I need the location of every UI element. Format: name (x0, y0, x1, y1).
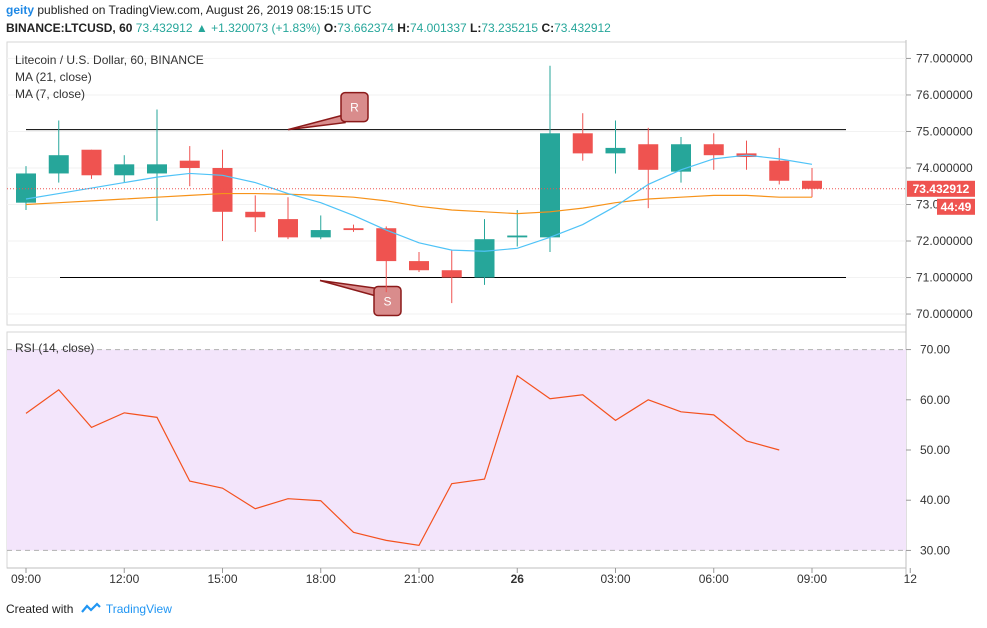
time-tick-label: 12:00 (109, 572, 139, 586)
candle-body-up (671, 144, 691, 172)
price-tick-label: 71.000000 (916, 271, 973, 285)
price-tick-label: 75.000000 (916, 124, 973, 138)
last-price-badge-label: 73.432912 (913, 182, 970, 196)
rsi-tick-label: 60.00 (920, 393, 950, 407)
support-callout-label: S (383, 295, 391, 309)
candle-body-down (802, 180, 822, 189)
time-tick-label: 12 (904, 572, 918, 586)
tradingview-logo-icon (80, 602, 101, 617)
ma21-legend: MA (21, close) (15, 70, 92, 84)
candle-body-up (507, 235, 528, 238)
author-name[interactable]: geity (6, 3, 35, 17)
time-tick-label: 21:00 (404, 572, 434, 586)
ma7-line (25, 154, 813, 252)
price-pane-title: Litecoin / U.S. Dollar, 60, BINANCE (15, 53, 204, 67)
candle-body-up (48, 155, 69, 174)
publish-info: geity published on TradingView.com, Augu… (6, 3, 371, 17)
time-tick-label: 06:00 (699, 572, 729, 586)
time-tick-label: 09:00 (797, 572, 827, 586)
candle-body-down (572, 133, 593, 154)
candle-body-down (179, 160, 200, 168)
price-tick-label: 77.000000 (916, 51, 973, 65)
candle-body-up (310, 230, 331, 238)
candle-body-down (212, 167, 233, 212)
candle-body-up (474, 239, 495, 278)
candle-body-down (343, 228, 364, 231)
rsi-tick-label: 50.00 (920, 443, 950, 457)
rsi-band-fill (7, 349, 906, 551)
tradingview-link[interactable]: TradingView (105, 602, 172, 616)
publish-text: published on TradingView.com, August 26,… (37, 3, 372, 17)
ma21-line (25, 192, 812, 215)
time-tick-label: 03:00 (600, 572, 630, 586)
open-label: O: (323, 21, 338, 35)
rsi-tick-label: 30.00 (920, 543, 950, 557)
candle-body-up (147, 164, 167, 174)
candle-body-up (16, 173, 36, 203)
price-change: +1.320073 (+1.83%) (211, 21, 321, 35)
ma7-legend: MA (7, close) (15, 87, 85, 101)
time-tick-label: 15:00 (207, 572, 237, 586)
symbol-label: BINANCE:LTCUSD, 60 (6, 21, 133, 35)
moving-averages (25, 154, 813, 252)
change-arrow-icon: ▲ (195, 21, 208, 35)
candle-body-down (81, 149, 102, 176)
countdown-badge-label: 44:49 (941, 200, 972, 214)
support-resistance-levels: RS (26, 91, 846, 317)
time-tick-label: 09:00 (11, 572, 41, 586)
time-axis: 09:00 12:00 15:00 18:00 21:00 26 03:00 06:00 09:… (11, 568, 917, 586)
last-price-marker: 73.432912 44:49 (7, 180, 975, 215)
candle-body-up (605, 147, 626, 154)
candle-body-down (769, 160, 790, 181)
close-label: C: (541, 21, 555, 35)
rsi-tick-label: 70.00 (920, 343, 950, 357)
resistance-callout-label: R (350, 101, 359, 115)
time-tick-label: 18:00 (306, 572, 336, 586)
candle-body-down (376, 228, 397, 262)
symbol-ohlc-line: BINANCE:LTCUSD, 60 73.432912 ▲ +1.320073… (6, 21, 611, 35)
close-value: 73.432912 (554, 21, 611, 35)
price-tick-label: 76.000000 (916, 88, 973, 102)
time-tick-label: 26 (511, 572, 525, 586)
footer: Created with TradingView (6, 602, 172, 617)
created-with-text: Created with (6, 602, 74, 616)
rsi-tick-label: 40.00 (920, 493, 950, 507)
candle-body-down (638, 144, 659, 170)
price-tick-label: 72.000000 (916, 234, 973, 248)
resistance-callout-pointer (287, 113, 346, 131)
support-callout-pointer (319, 279, 379, 298)
candle-body-down (245, 211, 266, 218)
chart-area[interactable]: 77.00000076.00000075.00000074.00000073.0… (0, 40, 987, 596)
countdown-badge (937, 198, 975, 215)
candle-body-down (409, 261, 429, 271)
low-label: L: (470, 21, 482, 35)
price-tick-label: 74.000000 (916, 161, 973, 175)
price-tick-label: 70.000000 (916, 307, 973, 321)
last-price-badge (907, 180, 975, 197)
high-value: 74.001337 (409, 21, 467, 35)
support-callout-box (373, 285, 402, 317)
rsi-pane-title: RSI (14, close) (15, 341, 94, 355)
resistance-callout-box (340, 91, 369, 123)
high-label: H: (397, 21, 410, 35)
candlestick-series (16, 65, 822, 304)
candle-body-up (540, 133, 560, 238)
rsi-y-axis: 70.00 60.00 50.00 40.00 30.00 (906, 343, 950, 557)
candle-body-down (703, 144, 724, 156)
chart-svg[interactable]: 77.00000076.00000075.00000074.00000073.0… (0, 40, 987, 596)
price-pane-frame (6, 41, 907, 326)
rsi-series (7, 349, 906, 551)
candle-body-down (278, 219, 298, 238)
last-price: 73.432912 (135, 21, 193, 35)
open-value: 73.662374 (337, 21, 394, 35)
rsi-line (25, 374, 780, 547)
candle-body-down (441, 270, 462, 278)
candle-body-up (114, 164, 135, 176)
low-value: 73.235215 (481, 21, 539, 35)
